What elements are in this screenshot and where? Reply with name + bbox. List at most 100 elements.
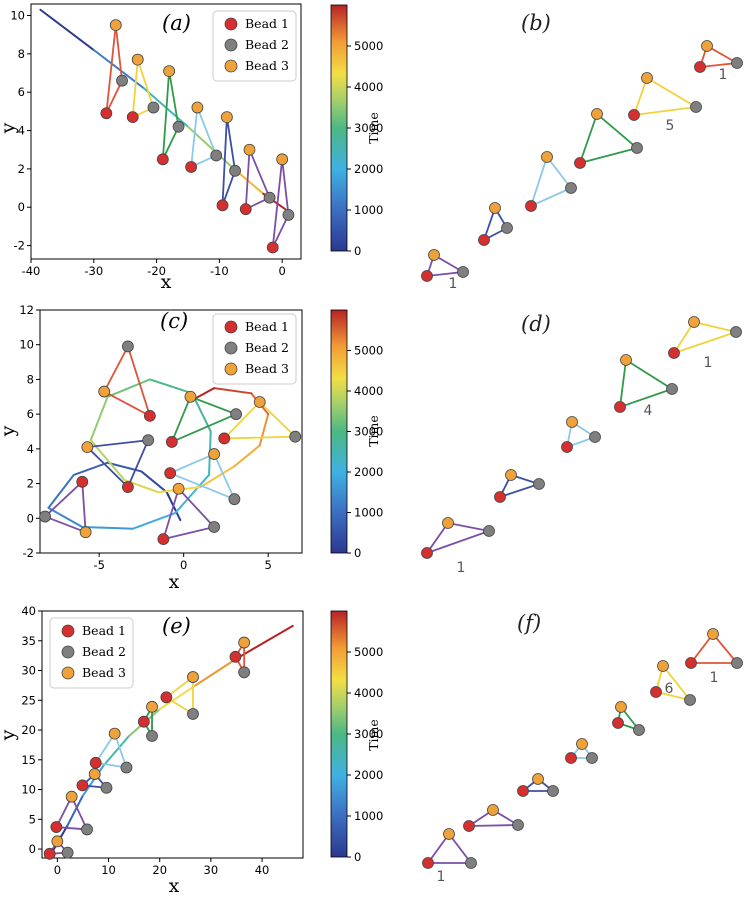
- bead-3-point: [253, 396, 266, 408]
- bead-triangle: [578, 112, 639, 165]
- bead-3-point: [505, 469, 517, 481]
- bead-3-point: [489, 202, 501, 214]
- panel-e-plot-area: [41, 610, 304, 859]
- y-tick-label: 12: [19, 303, 34, 317]
- colorbar-a: Time: [330, 4, 381, 252]
- legend-marker-bead2: [224, 38, 238, 52]
- colorbar-c: Time: [330, 309, 381, 554]
- bead-triangle: [616, 704, 642, 732]
- colorbar-a-gradient: [330, 4, 348, 252]
- bead-triangle: [425, 253, 466, 278]
- step-annotation: 5: [666, 118, 675, 134]
- bead-2-point: [146, 730, 158, 742]
- bead-2-point: [731, 657, 743, 669]
- legend-label-bead1: Bead 1: [245, 319, 289, 334]
- bead-3-point: [191, 101, 204, 114]
- x-tick-label: -5: [93, 558, 104, 572]
- legend-label-bead3: Bead 3: [82, 665, 126, 680]
- bead-triangle: [94, 731, 128, 769]
- y-tick-label: 0: [29, 842, 36, 856]
- bead-triangle: [632, 76, 699, 117]
- colorbar-tick-label: 4000: [354, 686, 383, 700]
- bead-1-point: [76, 779, 89, 792]
- trajectory-segment: [235, 624, 294, 660]
- bead-3-point: [208, 448, 221, 460]
- colorbar-tick-label: 2000: [354, 768, 383, 782]
- bead-2-point: [533, 478, 545, 490]
- y-tick-label: 40: [21, 604, 36, 618]
- bead-triangle: [190, 107, 218, 169]
- legend-label-bead2: Bead 2: [245, 340, 289, 355]
- y-tick-label: 25: [21, 693, 36, 707]
- bead-2-point: [147, 101, 160, 114]
- bead-triangle: [498, 473, 542, 499]
- colorbar-a-label: Time: [366, 112, 381, 144]
- bead-1-point: [218, 432, 231, 445]
- y-tick-label: -2: [14, 239, 25, 253]
- bead-1-point: [421, 547, 433, 559]
- legend-label-bead1: Bead 1: [82, 623, 126, 638]
- trajectory-segment: [89, 395, 109, 442]
- bead-2-point: [187, 708, 199, 720]
- bead-1-point: [164, 467, 177, 480]
- y-tick-label: 2: [18, 162, 25, 176]
- bead-3-point: [184, 390, 197, 403]
- y-tick-label: 35: [21, 634, 36, 648]
- trajectory-segment: [102, 734, 130, 767]
- panel-f-label: (f): [517, 611, 541, 635]
- bead-1-point: [89, 756, 102, 769]
- y-tick-label: 8: [27, 372, 34, 386]
- bead-triangle: [234, 639, 246, 676]
- y-tick-label: 10: [19, 338, 34, 352]
- legend-label-bead3: Bead 3: [245, 361, 289, 376]
- trajectory-segment: [258, 413, 270, 447]
- step-annotation: 1: [704, 355, 713, 371]
- legend-marker-bead1: [224, 17, 238, 31]
- trajectory-segment: [131, 512, 177, 530]
- colorbar-tick-label: 2000: [354, 465, 383, 479]
- panel-c-legend: Bead 1 Bead 2 Bead 3: [212, 313, 297, 385]
- bead-3-point: [81, 441, 94, 454]
- bead-2-point: [483, 525, 495, 537]
- legend-marker-bead1: [61, 624, 75, 638]
- bead-3-point: [243, 143, 256, 156]
- bead-2-point: [512, 819, 524, 831]
- bead-triangle: [482, 205, 509, 242]
- bead-3-point: [657, 660, 669, 672]
- panel-a-chart: (a) x y Bead 1 Bead 2 Bead 3 -40-30-20-1…: [0, 3, 302, 293]
- bead-2-point: [631, 142, 643, 154]
- panel-c-chart: (c) x y Bead 1 Bead 2 Bead 3 -5 0 5 -2 0 2 4 6 8…: [0, 303, 303, 593]
- bead-3-point: [88, 768, 101, 780]
- colorbar-e-gradient: [330, 610, 348, 858]
- panel-f-diagram: 1 6 1: [422, 628, 743, 885]
- colorbar-tick-label: 1000: [354, 809, 383, 823]
- bead-triangle: [85, 439, 150, 489]
- bead-3-point: [109, 19, 122, 31]
- bead-triangle: [671, 320, 740, 355]
- step-annotation: 6: [665, 681, 674, 697]
- bead-1-point: [156, 153, 169, 166]
- bead-triangle: [222, 400, 298, 440]
- panel-a-xlabel: x: [161, 271, 172, 293]
- bead-1-point: [565, 752, 577, 764]
- bead-3-point: [51, 835, 64, 848]
- bead-1-point: [561, 441, 573, 453]
- bead-2-point: [238, 666, 251, 679]
- bead-3-point: [620, 354, 632, 366]
- bead-1-point: [121, 481, 134, 493]
- bead-1-point: [43, 847, 56, 860]
- bead-2-point: [121, 340, 134, 353]
- bead-1-point: [239, 203, 252, 216]
- bead-2-point: [172, 120, 185, 133]
- bead-3-point: [163, 65, 176, 78]
- bead-1-point: [137, 715, 150, 728]
- bead-1-point: [694, 61, 706, 73]
- bead-triangle: [529, 155, 573, 208]
- bead-3-point: [487, 804, 499, 816]
- panel-c-plot-area: [39, 309, 303, 554]
- bead-3-point: [701, 40, 713, 52]
- bead-1-point: [126, 111, 139, 124]
- x-tick-label: -40: [22, 264, 41, 278]
- bead-triangle: [569, 742, 594, 759]
- bead-3-point: [146, 700, 158, 713]
